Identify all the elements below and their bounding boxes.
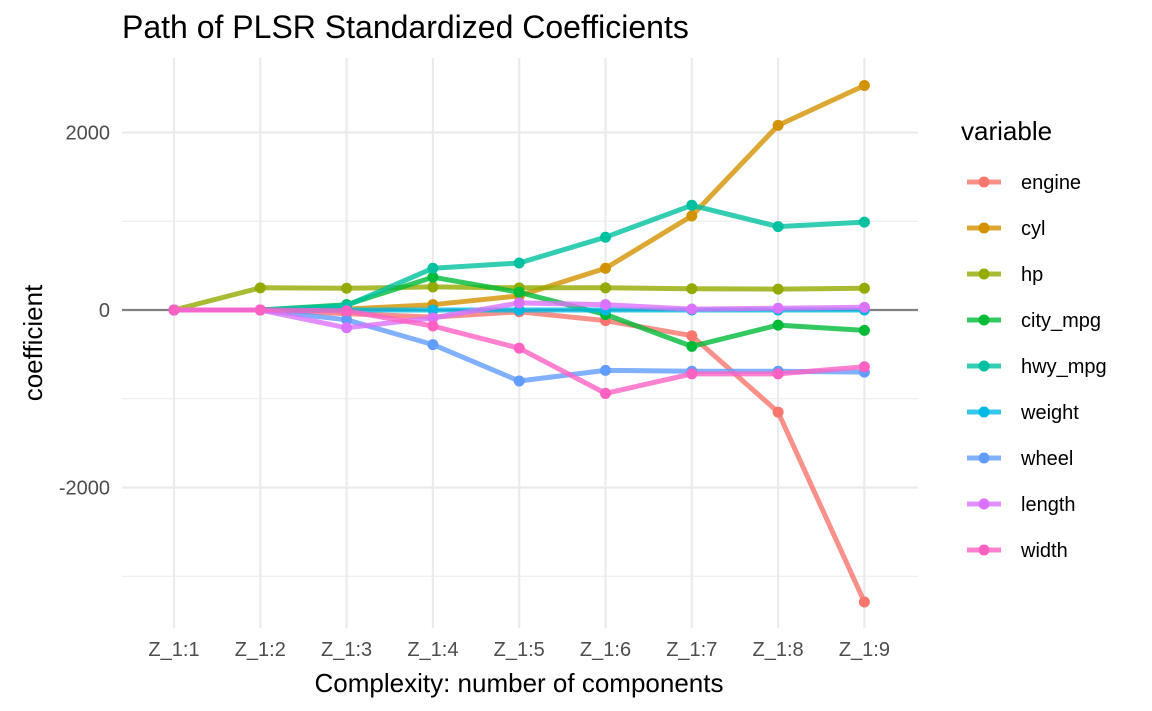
point-city_mpg-9 — [858, 324, 870, 336]
point-wheel-6 — [600, 364, 611, 376]
legend-item-weight: weight — [967, 402, 1079, 424]
point-wheel-3 — [341, 314, 353, 326]
x-tick-label: Z_1:4 — [407, 639, 458, 661]
point-width-1 — [168, 304, 180, 316]
x-axis-title: Complexity: number of components — [315, 668, 724, 698]
legend-item-city_mpg: city_mpg — [967, 310, 1101, 332]
point-weight-4 — [427, 304, 439, 316]
point-wheel-5 — [513, 375, 525, 387]
point-hwy_mpg-5 — [513, 257, 525, 269]
y-tick-label: 0 — [99, 300, 110, 322]
point-width-9 — [858, 361, 870, 373]
legend-key-point — [978, 544, 990, 556]
x-tick-label: Z_1:1 — [148, 639, 199, 661]
point-length-3 — [341, 322, 353, 334]
x-tick-label: Z_1:2 — [235, 639, 286, 661]
point-width-2 — [254, 304, 266, 316]
legend-label: weight — [1020, 402, 1079, 424]
point-length-5 — [513, 297, 525, 309]
x-tick-label: Z_1:8 — [753, 639, 804, 661]
point-city_mpg-5 — [513, 286, 525, 298]
point-width-8 — [772, 368, 784, 380]
legend-title: variable — [961, 116, 1052, 146]
legend-key-point — [978, 176, 990, 188]
legend-label: wheel — [1020, 448, 1073, 470]
x-axis-ticks: Z_1:1 Z_1:2 Z_1:3 Z_1:4 Z_1:5 Z_1:6 Z_1:7 Z_1:8… — [148, 639, 890, 661]
chart-title: Path of PLSR Standardized Coefficients — [122, 9, 689, 45]
legend-item-wheel: wheel — [967, 448, 1073, 470]
y-axis-title: coefficient — [18, 284, 48, 401]
point-hwy_mpg-8 — [772, 221, 784, 233]
x-tick-label: Z_1:5 — [494, 639, 545, 661]
legend-key-point — [978, 314, 990, 326]
point-width-4 — [427, 320, 439, 332]
legend-label: length — [1021, 494, 1076, 516]
legend-label: hwy_mpg — [1021, 356, 1107, 378]
legend-item-cyl: cyl — [967, 218, 1045, 240]
point-engine-7 — [686, 330, 698, 342]
grid — [122, 58, 918, 628]
x-tick-label: Z_1:6 — [580, 639, 631, 661]
y-tick-label: 2000 — [66, 123, 111, 145]
legend-key-point — [978, 268, 990, 280]
legend-item-hp: hp — [967, 264, 1043, 286]
point-hp-7 — [686, 283, 698, 295]
point-wheel-4 — [427, 339, 439, 351]
legend-key-point — [978, 222, 990, 234]
series-length — [168, 297, 870, 334]
legend-key-point — [978, 452, 990, 464]
legend: variable engine cyl hp city_mpg hwy_mpgweigh… — [961, 116, 1107, 562]
y-tick-label: -2000 — [59, 478, 110, 500]
x-tick-label: Z_1:7 — [666, 639, 717, 661]
point-city_mpg-4 — [427, 271, 439, 283]
point-hp-4 — [427, 281, 439, 293]
point-length-6 — [600, 299, 611, 311]
legend-key-point — [978, 406, 990, 418]
point-hp-2 — [254, 282, 266, 294]
point-hwy_mpg-4 — [427, 262, 439, 274]
legend-item-length: length — [967, 494, 1076, 516]
point-cyl-6 — [600, 262, 611, 274]
point-hwy_mpg-6 — [600, 231, 611, 243]
x-tick-label: Z_1:9 — [839, 639, 890, 661]
point-hwy_mpg-9 — [858, 216, 870, 228]
point-hp-9 — [858, 282, 870, 294]
point-hwy_mpg-7 — [686, 199, 698, 211]
point-length-4 — [427, 312, 439, 324]
legend-key-point — [978, 498, 990, 510]
legend-key-point — [978, 360, 990, 372]
series-layer — [168, 79, 870, 608]
point-width-7 — [686, 368, 698, 380]
legend-label: cyl — [1021, 218, 1045, 240]
point-cyl-9 — [858, 79, 870, 91]
point-width-3 — [341, 305, 353, 317]
point-cyl-8 — [772, 119, 784, 131]
point-city_mpg-7 — [686, 340, 698, 352]
series-width — [168, 304, 870, 399]
point-city_mpg-8 — [772, 319, 784, 331]
legend-item-engine: engine — [967, 172, 1081, 194]
legend-label: width — [1020, 540, 1068, 562]
point-engine-9 — [858, 596, 870, 608]
legend-label: city_mpg — [1021, 310, 1101, 332]
point-length-8 — [772, 302, 784, 314]
legend-item-hwy_mpg: hwy_mpg — [967, 356, 1107, 378]
legend-item-width: width — [967, 540, 1068, 562]
point-hp-6 — [600, 282, 611, 294]
point-hp-3 — [341, 282, 353, 294]
point-engine-8 — [772, 406, 784, 418]
point-width-6 — [600, 387, 611, 399]
point-width-5 — [513, 342, 525, 354]
point-cyl-7 — [686, 210, 698, 222]
point-hp-8 — [772, 283, 784, 295]
legend-label: hp — [1021, 264, 1043, 286]
x-tick-label: Z_1:3 — [321, 639, 372, 661]
point-length-9 — [858, 301, 870, 313]
y-axis-ticks: -2000 0 2000 — [59, 123, 110, 500]
point-length-7 — [686, 303, 698, 315]
legend-label: engine — [1021, 172, 1081, 194]
